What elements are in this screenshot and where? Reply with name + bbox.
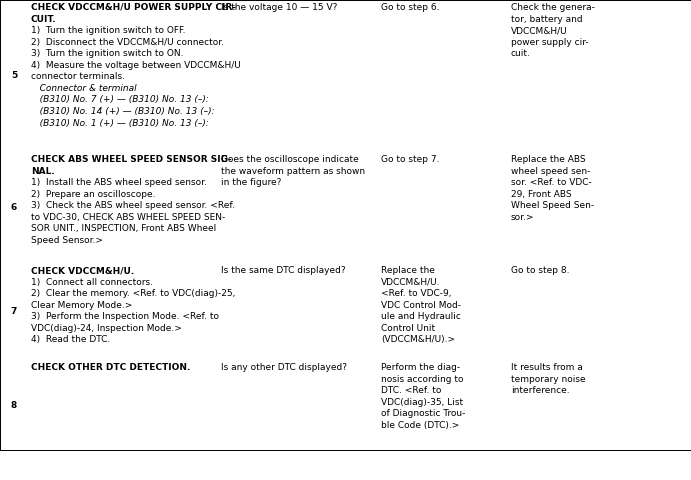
Text: (VDCCM&H/U).>: (VDCCM&H/U).> [381, 336, 455, 344]
Text: ble Code (DTC).>: ble Code (DTC).> [381, 421, 460, 430]
Text: Does the oscilloscope indicate: Does the oscilloscope indicate [221, 155, 359, 164]
Text: 1)  Install the ABS wheel speed sensor.: 1) Install the ABS wheel speed sensor. [31, 178, 207, 187]
Text: temporary noise: temporary noise [511, 374, 586, 384]
Text: 6: 6 [11, 203, 17, 212]
Text: interference.: interference. [511, 386, 569, 395]
Text: nosis according to: nosis according to [381, 374, 464, 384]
Text: Replace the: Replace the [381, 266, 435, 275]
Text: VDC Control Mod-: VDC Control Mod- [381, 300, 461, 310]
Text: Control Unit: Control Unit [381, 324, 435, 333]
Text: to VDC-30, CHECK ABS WHEEL SPEED SEN-: to VDC-30, CHECK ABS WHEEL SPEED SEN- [31, 213, 225, 222]
Bar [508, 0, 691, 152]
Text: <Ref. to VDC-9,: <Ref. to VDC-9, [381, 289, 451, 298]
Text: 3)  Perform the Inspection Mode. <Ref. to: 3) Perform the Inspection Mode. <Ref. to [31, 312, 219, 321]
Text: sor. <Ref. to VDC-: sor. <Ref. to VDC- [511, 178, 591, 187]
Text: NAL.: NAL. [31, 167, 55, 176]
Text: CHECK ABS WHEEL SPEED SENSOR SIG-: CHECK ABS WHEEL SPEED SENSOR SIG- [31, 155, 231, 164]
Text: sor.>: sor.> [511, 213, 535, 222]
Bar [0, 263, 28, 360]
Text: Go to step 8.: Go to step 8. [511, 266, 569, 275]
Text: 3)  Check the ABS wheel speed sensor. <Ref.: 3) Check the ABS wheel speed sensor. <Re… [31, 201, 235, 210]
Text: CHECK VDCCM&H/U POWER SUPPLY CIR-: CHECK VDCCM&H/U POWER SUPPLY CIR- [31, 3, 236, 12]
Text: Perform the diag-: Perform the diag- [381, 363, 460, 372]
Text: cuit.: cuit. [511, 49, 531, 58]
Text: wheel speed sen-: wheel speed sen- [511, 167, 590, 176]
Text: connector terminals.: connector terminals. [31, 72, 125, 81]
Text: 2)  Disconnect the VDCCM&H/U connector.: 2) Disconnect the VDCCM&H/U connector. [31, 37, 224, 47]
Text: VDCCM&H/U.: VDCCM&H/U. [381, 277, 440, 287]
Bar [0, 0, 28, 152]
Bar [508, 263, 691, 360]
Text: 4)  Measure the voltage between VDCCM&H/U: 4) Measure the voltage between VDCCM&H/U [31, 61, 240, 70]
Text: of Diagnostic Trou-: of Diagnostic Trou- [381, 409, 465, 418]
Bar [28, 360, 218, 450]
Text: 2)  Prepare an oscilloscope.: 2) Prepare an oscilloscope. [31, 190, 155, 199]
Bar [28, 0, 218, 152]
Text: in the figure?: in the figure? [221, 178, 281, 187]
Text: (B310) No. 14 (+) — (B310) No. 13 (–):: (B310) No. 14 (+) — (B310) No. 13 (–): [31, 107, 215, 116]
Text: tor, battery and: tor, battery and [511, 14, 583, 24]
Text: 3)  Turn the ignition switch to ON.: 3) Turn the ignition switch to ON. [31, 49, 184, 58]
Text: DTC. <Ref. to: DTC. <Ref. to [381, 386, 442, 395]
Bar [508, 152, 691, 263]
Bar [218, 0, 378, 152]
Text: 5: 5 [11, 72, 17, 81]
Text: 1)  Connect all connectors.: 1) Connect all connectors. [31, 277, 153, 287]
Text: (B310) No. 1 (+) — (B310) No. 13 (–):: (B310) No. 1 (+) — (B310) No. 13 (–): [31, 119, 209, 128]
Bar [28, 152, 218, 263]
Text: Clear Memory Mode.>: Clear Memory Mode.> [31, 300, 133, 310]
Bar [378, 152, 508, 263]
Text: 4)  Read the DTC.: 4) Read the DTC. [31, 336, 111, 344]
Text: Go to step 7.: Go to step 7. [381, 155, 439, 164]
Bar [28, 263, 218, 360]
Text: VDC(diag)-35, List: VDC(diag)-35, List [381, 397, 463, 407]
Text: power supply cir-: power supply cir- [511, 37, 589, 47]
Bar [0, 152, 28, 263]
Text: CHECK VDCCM&H/U.: CHECK VDCCM&H/U. [31, 266, 134, 275]
Text: Connector & terminal: Connector & terminal [31, 84, 137, 93]
Text: Speed Sensor.>: Speed Sensor.> [31, 236, 103, 245]
Text: VDCCM&H/U: VDCCM&H/U [511, 26, 567, 35]
Bar [378, 263, 508, 360]
Text: Is the voltage 10 — 15 V?: Is the voltage 10 — 15 V? [221, 3, 337, 12]
Text: 7: 7 [11, 307, 17, 316]
Text: Check the genera-: Check the genera- [511, 3, 595, 12]
Text: Wheel Speed Sen-: Wheel Speed Sen- [511, 201, 594, 210]
Text: Replace the ABS: Replace the ABS [511, 155, 586, 164]
Text: Is the same DTC displayed?: Is the same DTC displayed? [221, 266, 346, 275]
Text: Is any other DTC displayed?: Is any other DTC displayed? [221, 363, 347, 372]
Text: It results from a: It results from a [511, 363, 583, 372]
Bar [508, 360, 691, 450]
Text: 29, Front ABS: 29, Front ABS [511, 190, 571, 199]
Text: ule and Hydraulic: ule and Hydraulic [381, 312, 461, 321]
Text: the waveform pattern as shown: the waveform pattern as shown [221, 167, 365, 176]
Text: SOR UNIT., INSPECTION, Front ABS Wheel: SOR UNIT., INSPECTION, Front ABS Wheel [31, 224, 216, 233]
Bar [218, 263, 378, 360]
Text: CUIT.: CUIT. [31, 14, 57, 24]
Text: VDC(diag)-24, Inspection Mode.>: VDC(diag)-24, Inspection Mode.> [31, 324, 182, 333]
Bar [378, 0, 508, 152]
Text: 1)  Turn the ignition switch to OFF.: 1) Turn the ignition switch to OFF. [31, 26, 185, 35]
Text: CHECK OTHER DTC DETECTION.: CHECK OTHER DTC DETECTION. [31, 363, 191, 372]
Text: (B310) No. 7 (+) — (B310) No. 13 (–):: (B310) No. 7 (+) — (B310) No. 13 (–): [31, 96, 209, 105]
Text: Go to step 6.: Go to step 6. [381, 3, 439, 12]
Text: 2)  Clear the memory. <Ref. to VDC(diag)-25,: 2) Clear the memory. <Ref. to VDC(diag)-… [31, 289, 236, 298]
Bar [0, 360, 28, 450]
Bar [218, 152, 378, 263]
Bar [218, 360, 378, 450]
Bar [378, 360, 508, 450]
Text: 8: 8 [11, 400, 17, 409]
